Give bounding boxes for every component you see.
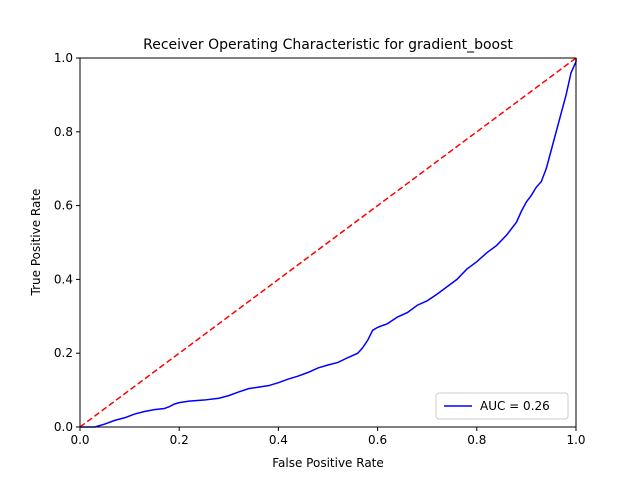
legend-entry-label: AUC = 0.26 xyxy=(480,399,550,413)
x-tick-label: 0.4 xyxy=(269,433,288,447)
legend: AUC = 0.26 xyxy=(435,392,569,420)
y-tick-label: 0.6 xyxy=(54,199,73,213)
plot-area xyxy=(79,57,577,428)
x-axis-label: False Positive Rate xyxy=(272,456,384,470)
chart-title: Receiver Operating Characteristic for gr… xyxy=(143,37,513,53)
y-axis-label: True Positive Rate xyxy=(29,189,43,297)
axes-frame xyxy=(79,57,577,428)
x-tick-label: 0.2 xyxy=(170,433,189,447)
y-tick-label: 0.8 xyxy=(54,125,73,139)
y-tick-label: 0.0 xyxy=(54,420,73,434)
x-tick-label: 0.0 xyxy=(70,433,89,447)
legend-box xyxy=(435,392,569,420)
chance-diagonal-line xyxy=(79,57,577,428)
x-tick-label: 1.0 xyxy=(566,433,585,447)
y-tick-label: 1.0 xyxy=(54,51,73,65)
x-tick-label: 0.8 xyxy=(467,433,486,447)
y-axis-ticks: 0.0 0.2 0.4 0.6 0.8 1.0 xyxy=(54,51,80,434)
x-tick-label: 0.6 xyxy=(368,433,387,447)
x-axis-ticks: 0.0 0.2 0.4 0.6 0.8 1.0 xyxy=(70,427,586,447)
y-tick-label: 0.2 xyxy=(54,346,73,360)
roc-curve-line xyxy=(80,58,577,428)
y-tick-label: 0.4 xyxy=(54,272,73,286)
